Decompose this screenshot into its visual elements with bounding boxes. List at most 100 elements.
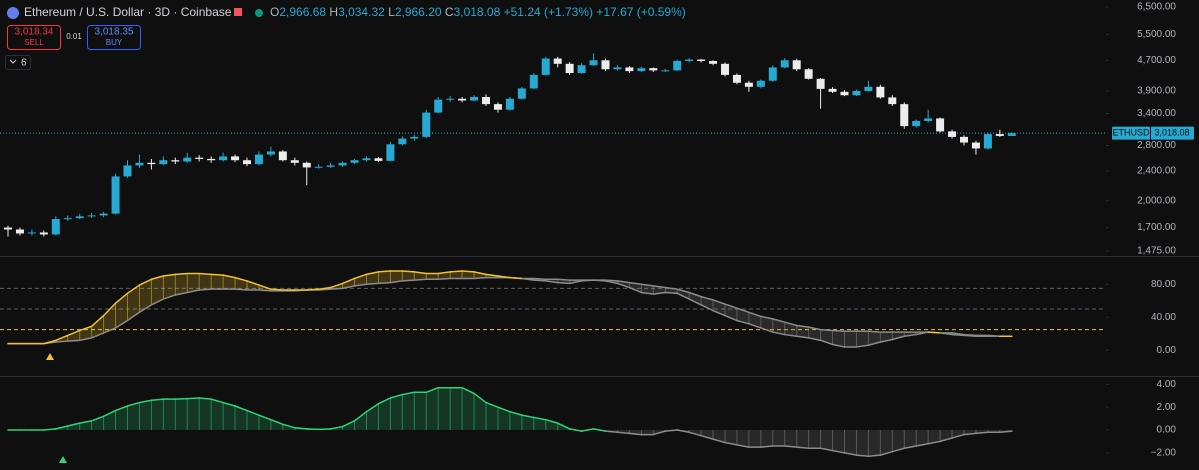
area-fill: [390, 394, 403, 430]
sell-price[interactable]: 3,018.34: [15, 27, 54, 38]
last-price-box: [1151, 126, 1194, 140]
candle-body: [350, 160, 359, 163]
area-fill: [904, 430, 917, 449]
sell-box[interactable]: [7, 25, 61, 50]
momentum-line: [294, 426, 308, 430]
y-tick-label: 80.00: [1151, 279, 1176, 290]
fast-line: [413, 271, 427, 275]
ohlc-legend: O2,966.68 H3,034.32 L2,966.20 C3,018.08 …: [270, 5, 686, 19]
momentum-line: [55, 425, 69, 430]
high-label: H: [329, 5, 338, 19]
symbol-title[interactable]: Ethereum / U.S. Dollar · 3D · Coinbase: [24, 5, 232, 19]
fast-line: [688, 298, 702, 306]
chevron[interactable]: [9, 59, 17, 64]
area-fill: [151, 399, 164, 430]
candle-body: [482, 96, 490, 105]
candle-body: [290, 160, 299, 163]
fast-line: [760, 327, 774, 333]
toggle-box[interactable]: [5, 55, 31, 70]
indicators-count[interactable]: 6: [21, 58, 27, 69]
fast-line: [401, 270, 416, 273]
fast-line: [306, 288, 320, 291]
candle-body: [338, 162, 347, 166]
candle-body: [828, 88, 837, 92]
momentum-line: [258, 414, 272, 421]
low-label: L: [388, 5, 395, 19]
momentum-line: [712, 438, 726, 444]
candle-body: [183, 157, 192, 162]
buy-label[interactable]: BUY: [106, 38, 123, 47]
symbol-icon: [7, 7, 19, 19]
candle-body: [410, 136, 419, 139]
momentum-line: [222, 401, 236, 407]
y-tick-label: 4.00: [1157, 379, 1177, 390]
fast-line: [162, 273, 177, 277]
fast-line: [533, 279, 547, 282]
candle-body: [302, 162, 311, 168]
candle-body: [816, 78, 825, 89]
momentum-line: [580, 428, 595, 432]
momentum-line: [43, 428, 57, 431]
candle-body: [912, 120, 921, 127]
buy-box[interactable]: [87, 25, 141, 50]
fast-line: [485, 273, 499, 277]
candle-body: [756, 80, 765, 87]
momentum-line: [592, 428, 607, 432]
area-fill: [438, 387, 451, 430]
momentum-line: [150, 398, 165, 402]
band-fill: [223, 275, 236, 290]
fast-line: [676, 292, 690, 300]
band-fill: [211, 274, 224, 290]
momentum-line: [927, 440, 941, 445]
symbol-tag: ETHUSD: [1112, 128, 1150, 138]
area-fill: [450, 387, 463, 430]
momentum-line: [78, 420, 93, 424]
fast-line: [604, 280, 619, 285]
candle-body: [697, 59, 706, 61]
area-fill: [533, 417, 546, 430]
momentum-line: [198, 397, 212, 400]
candle-body: [517, 88, 526, 99]
buy-button[interactable]: 3,018.35 BUY: [87, 25, 141, 50]
flag-icon[interactable]: [234, 8, 242, 16]
buy-price[interactable]: 3,018.35: [95, 27, 134, 38]
area-fill: [928, 430, 941, 444]
sell-label[interactable]: SELL: [24, 38, 44, 47]
momentum-line: [246, 409, 260, 416]
fast-line: [927, 331, 941, 334]
momentum-line: [186, 397, 200, 400]
candle-body: [840, 91, 849, 96]
momentum-line: [891, 447, 905, 453]
band-fill: [748, 312, 761, 328]
momentum-line: [795, 446, 810, 450]
y-tick-label: 2,800.00: [1137, 140, 1176, 151]
band-fill: [247, 280, 259, 291]
open-label: O: [270, 5, 279, 19]
y-tick-label: 0.00: [1157, 425, 1177, 436]
candle-body: [505, 98, 514, 110]
y-tick-label: 1,475.00: [1137, 246, 1176, 257]
candle-body: [541, 58, 550, 75]
area-fill: [796, 430, 809, 449]
signal-marker: [59, 456, 67, 463]
candle-body: [39, 232, 48, 235]
fast-line: [138, 278, 153, 286]
sell-button[interactable]: 3,018.34 SELL: [7, 25, 61, 50]
fast-line: [90, 314, 105, 328]
momentum-line: [879, 450, 894, 456]
band-fill: [127, 285, 140, 321]
candle-body: [398, 138, 407, 145]
momentum-line: [604, 430, 619, 434]
area-fill: [725, 430, 737, 445]
fast-line: [78, 325, 93, 332]
momentum-line: [425, 386, 439, 394]
fast-line: [652, 291, 666, 295]
area-fill: [856, 430, 869, 457]
band-fill: [892, 332, 905, 340]
band-fill: [175, 273, 188, 295]
band-fill: [653, 285, 666, 295]
indicators-toggle[interactable]: 6: [5, 55, 31, 70]
candle-body: [924, 118, 933, 121]
momentum-line: [736, 444, 750, 448]
